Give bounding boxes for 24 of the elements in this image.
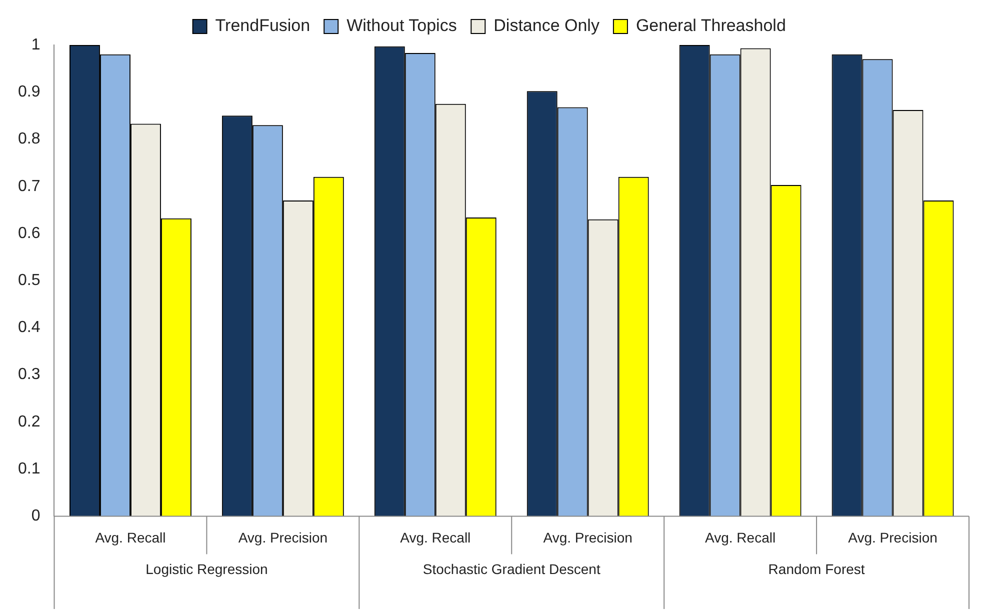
y-tick-label: 0.3 xyxy=(18,366,40,384)
legend-label: TrendFusion xyxy=(215,16,310,36)
text: Stochastic Gradient Descent xyxy=(422,561,600,578)
x-tick-label: Avg. Recall xyxy=(95,529,166,546)
x-tick-label: Avg. Precision xyxy=(543,529,632,546)
x-tick-label: Avg. Precision xyxy=(848,529,938,546)
text: Random Forest xyxy=(768,561,865,578)
y-tick-label: 0.1 xyxy=(18,460,40,478)
text: Logistic Regression xyxy=(146,561,268,578)
x-tick-label: Avg. Precision xyxy=(238,529,328,546)
y-tick-label: 0.6 xyxy=(18,224,40,242)
y-tick-label: 0.7 xyxy=(18,178,40,195)
y-tick-label: 0.2 xyxy=(18,413,40,430)
legend-label: General Threashold xyxy=(636,16,786,36)
y-tick-label: 0.4 xyxy=(18,319,40,336)
x-tick-label: Avg. Recall xyxy=(705,529,776,546)
y-tick-label: 0.9 xyxy=(18,84,40,101)
y-tick-label: 0.8 xyxy=(18,130,40,148)
legend-label: Distance Only xyxy=(494,16,600,36)
x-tick-label: Avg. Recall xyxy=(400,529,471,546)
y-tick-label: 0 xyxy=(31,508,40,525)
y-tick-label: 0.5 xyxy=(18,272,40,290)
legend-label: Without Topics xyxy=(346,16,457,36)
y-tick-label: 1 xyxy=(31,36,40,54)
